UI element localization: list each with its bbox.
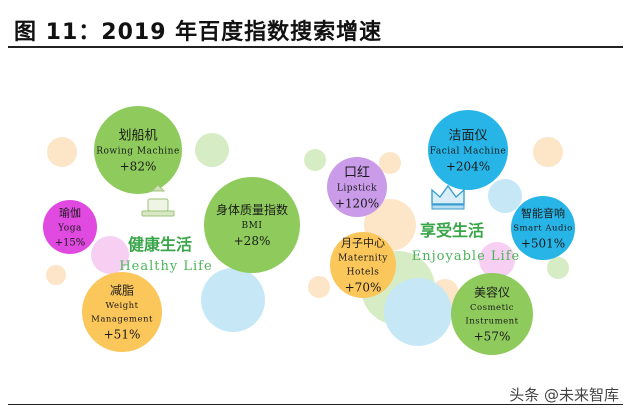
category-title: 健康生活 [128, 235, 192, 254]
bubble-name: 身体质量指数 [216, 202, 288, 217]
bubble-circle [511, 196, 575, 260]
page-title: 图 11：2019 年百度指数搜索增速 [14, 20, 383, 45]
decor-bubble [308, 276, 330, 298]
decor-bubble [195, 133, 229, 167]
footer-divider [8, 404, 623, 405]
decor-bubble [91, 236, 129, 274]
bubble-name: 瑜伽 [59, 206, 81, 220]
decor-bubble [379, 152, 401, 174]
bubble: 瑜伽 Yoga +15% [43, 200, 97, 254]
bubble: 洁面仪 Facial Machine +204% [428, 110, 508, 190]
bubble-english: Instrument [465, 317, 518, 327]
decor-bubble [201, 268, 265, 332]
bubble-circle [204, 177, 300, 273]
bubble-circle [451, 273, 533, 355]
bubble-english: Rowing Machine [96, 147, 180, 157]
bubble-value: +28% [234, 234, 271, 248]
bubble-circle [94, 106, 182, 194]
bubble-circle [82, 272, 162, 352]
bubble: 智能音响 Smart Audio +501% [511, 196, 575, 260]
bubble-english: Facial Machine [430, 147, 506, 157]
bubble-english: Lipstick [337, 184, 377, 194]
bubble: 口红 Lipstick +120% [327, 157, 387, 217]
category-subtitle: Healthy Life [119, 259, 212, 274]
bubble-english: Maternity [338, 254, 388, 264]
bubble-name: 划船机 [118, 129, 157, 144]
watermark-text: 头条 @未来智库 [509, 386, 619, 404]
bubble-english: BMI [242, 221, 263, 231]
bubble-value: +120% [335, 197, 379, 211]
bubble: 美容仪 Cosmetic Instrument +57% [451, 273, 533, 355]
bubble-english: Hotels [347, 268, 380, 278]
decor-bubble [46, 265, 66, 285]
bubble-circle [330, 232, 396, 298]
bubble-circle [43, 200, 97, 254]
bubble-value: +70% [345, 281, 382, 295]
category-labels: 健康生活 Healthy Life 享受生活 Enjoyable Life [119, 184, 520, 274]
bubble-circle [327, 157, 387, 217]
bubble-name: 洁面仪 [448, 129, 487, 144]
watermark: 头条 @未来智库 [509, 384, 619, 405]
bubble: 身体质量指数 BMI +28% [204, 177, 300, 273]
bubble-name: 口红 [344, 165, 370, 181]
bubble-name: 美容仪 [474, 285, 510, 300]
decor-bubble [488, 179, 522, 213]
decor-bubble [304, 149, 326, 171]
bubble-english: Yoga [57, 224, 82, 234]
data-bubbles: 划船机 Rowing Machine +82% 瑜伽 Yoga +15% 身体质量指数 BMI… [43, 106, 575, 355]
bubble-name: 减脂 [110, 283, 134, 298]
decor-bubble [384, 278, 452, 346]
bubble-circle [428, 110, 508, 190]
category-subtitle: Enjoyable Life [412, 249, 520, 264]
title-divider [8, 46, 623, 48]
bubble: 减脂 Weight Management +51% [82, 272, 162, 352]
bubble-english: Cosmetic [470, 303, 514, 313]
category-label: 健康生活 Healthy Life [119, 184, 212, 274]
bubble-english: Management [91, 315, 153, 325]
decor-bubble [533, 137, 563, 167]
bubble-value: +501% [521, 236, 565, 250]
bubble-english: Weight [105, 301, 138, 311]
category-title: 享受生活 [420, 221, 484, 240]
decor-bubble [479, 242, 515, 278]
bubble-value: +82% [120, 160, 157, 174]
category-label: 享受生活 Enjoyable Life [412, 184, 520, 264]
bubble-english: Smart Audio [513, 223, 573, 233]
weighing-scale-icon [141, 184, 175, 217]
bubble-value: +57% [474, 330, 511, 344]
bubble-name: 月子中心 [341, 237, 385, 250]
bubble: 划船机 Rowing Machine +82% [94, 106, 182, 194]
bubble-name: 智能音响 [521, 206, 565, 220]
bubble: 月子中心 Maternity Hotels +70% [330, 232, 396, 298]
crown-icon [431, 184, 465, 210]
decor-bubble [47, 137, 77, 167]
bubble-value: +15% [55, 238, 86, 249]
bubble-value: +51% [104, 328, 141, 342]
bubble-value: +204% [446, 160, 490, 174]
decor-bubble [547, 257, 569, 279]
